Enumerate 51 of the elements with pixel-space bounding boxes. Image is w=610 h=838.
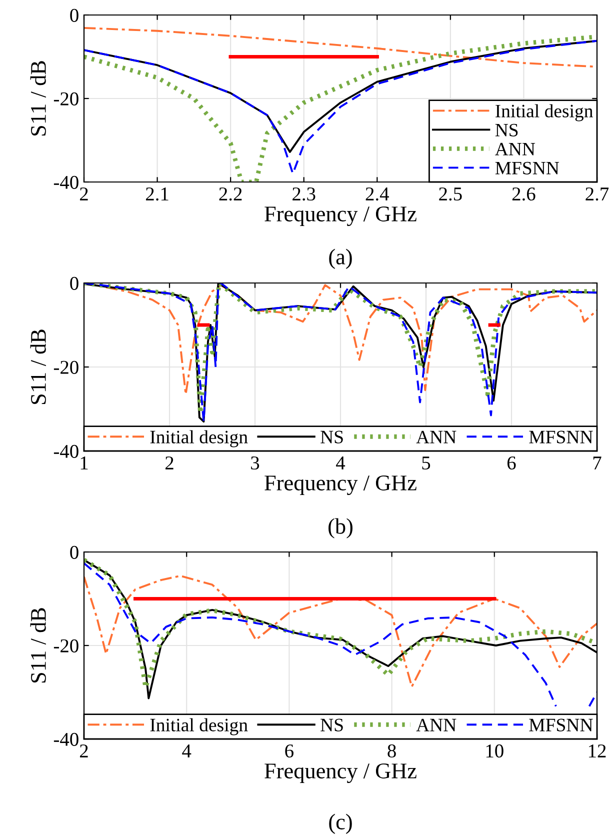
y-tick-label: 0 — [70, 8, 78, 22]
x-tick-label: 4 — [182, 744, 192, 758]
x-tick-label: 6 — [507, 456, 516, 470]
x-axis-title: Frequency / GHz — [264, 476, 416, 496]
text: (a) — [329, 248, 352, 269]
text: (c) — [329, 814, 352, 834]
x-tick-label: 6 — [285, 744, 294, 758]
legend-label: Initial design — [496, 104, 593, 122]
x-tick-label: 2 — [80, 187, 88, 200]
x-axis-title: Frequency / GHz — [264, 764, 416, 784]
y-axis-title: S11 / dB — [30, 330, 46, 404]
legend-label: MFSNN — [529, 718, 593, 732]
x-tick-label: 10 — [486, 744, 504, 758]
x-tick-label: 12 — [588, 744, 606, 758]
x-tick-label: 2 — [165, 456, 174, 470]
legend-label: NS — [495, 124, 518, 136]
x-tick-label: 2.1 — [146, 187, 168, 201]
legend-label: ANN — [416, 430, 456, 444]
legend-label: ANN — [416, 718, 456, 732]
x-tick-label: 7 — [593, 456, 602, 470]
legend-label: ANN — [495, 142, 536, 156]
y-tick-label: -40 — [54, 176, 78, 189]
x-tick-label: 2.5 — [439, 187, 462, 201]
x-tick-label: 2.2 — [219, 187, 242, 201]
x-tick-label: 8 — [388, 744, 396, 758]
x-tick-label: 5 — [422, 456, 430, 470]
y-tick-label: 0 — [70, 276, 78, 290]
legend-label: Initial design — [150, 430, 248, 448]
x-tick-label: 3 — [251, 456, 260, 470]
x-tick-label: 2.3 — [292, 187, 316, 201]
y-tick-label: -40 — [54, 732, 78, 746]
x-axis-title: Frequency / GHz — [264, 206, 416, 226]
x-tick-label: 2.7 — [586, 187, 609, 201]
y-tick-label: -20 — [54, 92, 78, 106]
y-tick-label: -20 — [54, 639, 78, 652]
x-tick-label: 2.4 — [366, 187, 389, 201]
legend-label: MFSNN — [495, 162, 560, 174]
legend-label: NS — [320, 718, 343, 732]
y-tick-label: 0 — [70, 546, 78, 559]
legend-label: Initial design — [150, 718, 248, 736]
x-tick-label: 2.6 — [512, 187, 536, 201]
x-tick-label: 1 — [80, 456, 88, 470]
y-axis-title: S11 / dB — [30, 608, 46, 682]
x-tick-label: 2 — [80, 744, 88, 758]
legend-label: NS — [320, 430, 343, 444]
legend-label: MFSNN — [529, 430, 593, 444]
y-axis-title: S11 / dB — [30, 61, 46, 136]
x-tick-label: 4 — [336, 456, 346, 470]
y-tick-label: -40 — [54, 444, 78, 458]
y-tick-label: -20 — [54, 360, 78, 374]
text: (b) — [328, 518, 352, 538]
